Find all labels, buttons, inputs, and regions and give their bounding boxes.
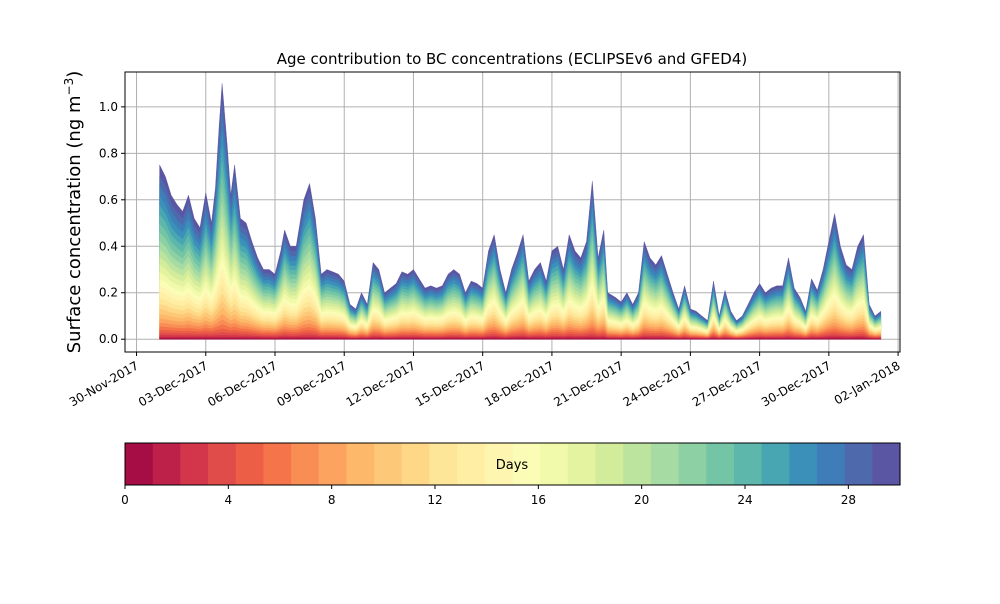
y-tick-label: 0.6: [99, 193, 118, 207]
age-band-25-26-days: [159, 116, 882, 340]
age-band-24-25-days: [159, 131, 882, 340]
age-band-0-1-days: [159, 338, 882, 340]
x-tick-label: 21-Dec-2017: [551, 358, 625, 409]
x-tick-label: 09-Dec-2017: [274, 358, 348, 409]
age-band-26-27-days: [159, 100, 882, 340]
colorbar-segment: [484, 443, 514, 485]
colorbar-segment: [540, 443, 569, 485]
colorbar-tick-label: 0: [121, 493, 129, 507]
colorbar-segment: [125, 443, 154, 485]
colorbar-segment: [457, 443, 486, 485]
colorbar-segment: [180, 443, 209, 485]
colorbar-segment: [816, 443, 846, 485]
colorbar-segment: [512, 443, 541, 485]
x-tick-label: 27-Dec-2017: [690, 358, 764, 409]
colorbar-segment: [291, 443, 320, 485]
colorbar: [125, 443, 901, 485]
x-tick-label: 02-Jan-2018: [832, 358, 903, 407]
colorbar-segment: [429, 443, 458, 485]
age-band-23-24-days: [159, 146, 882, 340]
x-tick-label: 12-Dec-2017: [344, 358, 418, 409]
colorbar-segment: [844, 443, 873, 485]
y-tick-label: 1.0: [99, 100, 118, 114]
colorbar-tick-label: 4: [225, 493, 233, 507]
colorbar-tick-label: 24: [737, 493, 752, 507]
colorbar-segment: [152, 443, 181, 485]
stacked-age-areas: [159, 83, 882, 340]
colorbar-segment: [733, 443, 763, 485]
colorbar-segment: [263, 443, 292, 485]
y-tick-label: 0.8: [99, 146, 118, 160]
x-tick-label: 30-Dec-2017: [759, 358, 833, 409]
colorbar-segment: [595, 443, 624, 485]
colorbar-label: Days: [496, 458, 529, 473]
colorbar-frame: [124, 442, 901, 486]
y-tick-label: 0.0: [99, 332, 118, 346]
x-tick-label: 15-Dec-2017: [413, 358, 487, 409]
x-tick-label: 18-Dec-2017: [482, 358, 556, 409]
x-tick-label: 30-Nov-2017: [67, 358, 141, 409]
colorbar-segment: [235, 443, 264, 485]
colorbar-segment: [374, 443, 403, 485]
colorbar-segment: [346, 443, 375, 485]
colorbar-tick-label: 12: [427, 493, 442, 507]
x-tick-label: 03-Dec-2017: [136, 358, 210, 409]
colorbar-tick-label: 16: [531, 493, 546, 507]
colorbar-segment: [872, 443, 901, 485]
colorbar-tick-label: 8: [328, 493, 336, 507]
colorbar-segment: [567, 443, 597, 485]
colorbar-segment: [706, 443, 735, 485]
colorbar-segment: [650, 443, 680, 485]
colorbar-segment: [678, 443, 707, 485]
y-axis-ticks: 0.0 0.2 0.4 0.6 0.8 1.0: [99, 100, 125, 346]
colorbar-ticks: 0 4 8 12 16 20 24 28: [121, 485, 856, 507]
x-tick-label: 24-Dec-2017: [621, 358, 695, 409]
colorbar-segment: [623, 443, 652, 485]
y-tick-label: 0.2: [99, 286, 118, 300]
colorbar-segment: [318, 443, 348, 485]
x-tick-label: 06-Dec-2017: [205, 358, 279, 409]
chart-title: Age contribution to BC concentrations (E…: [277, 50, 748, 68]
colorbar-tick-label: 28: [841, 493, 856, 507]
colorbar-tick-label: 20: [634, 493, 649, 507]
y-tick-label: 0.4: [99, 239, 118, 253]
x-axis-ticks: 30-Nov-201703-Dec-201706-Dec-201709-Dec-…: [67, 352, 903, 409]
plot-frame: [124, 71, 901, 353]
colorbar-segment: [401, 443, 431, 485]
colorbar-segment: [208, 443, 237, 485]
y-axis-label: Surface concentration (ng m−3): [62, 71, 85, 354]
colorbar-segment: [761, 443, 790, 485]
colorbar-segment: [789, 443, 818, 485]
